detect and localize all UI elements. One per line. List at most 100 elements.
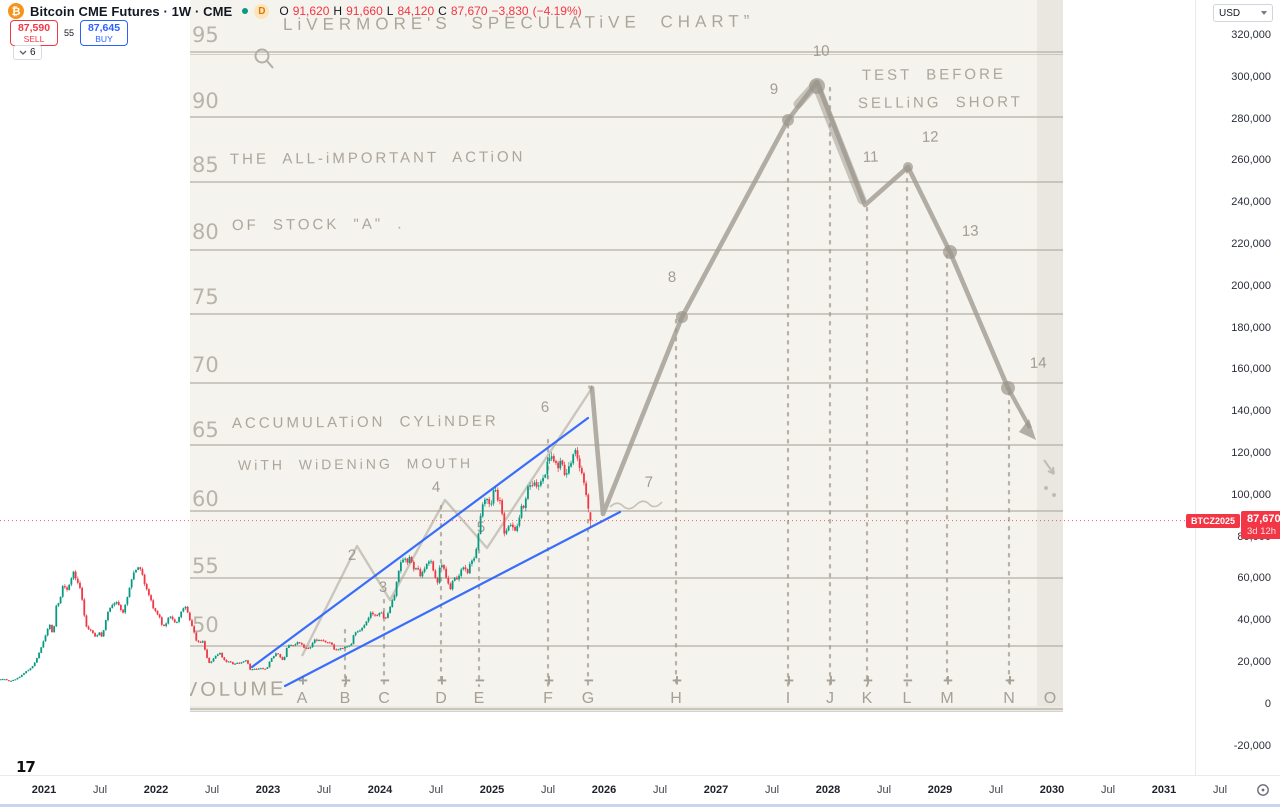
- scan-letter-sign: +: [437, 671, 447, 690]
- scan-letter-sign: −: [584, 671, 594, 690]
- time-axis-jul-label: Jul: [764, 784, 780, 796]
- scan-letter-sign: −: [380, 671, 390, 690]
- market-status-dot-icon: [242, 8, 249, 14]
- scan-annotation: VOLUME: [184, 678, 287, 701]
- scan-path-point: [809, 78, 825, 94]
- scan-point-number: 2: [348, 547, 357, 564]
- price-axis[interactable]: USD 320,000 300,000 280,000 260,000 240,000 2…: [1195, 0, 1280, 775]
- time-axis-jul-label: Jul: [540, 784, 556, 796]
- scan-point-number: 8: [668, 269, 677, 286]
- buy-button[interactable]: 87,645 BUY: [80, 20, 129, 46]
- scan-letter: L: [903, 690, 912, 707]
- scan-letter: E: [474, 690, 485, 707]
- time-axis-year-label: 2024: [367, 784, 393, 796]
- trendline[interactable]: [283, 510, 622, 688]
- price-tick-label: 220,000: [1231, 238, 1271, 250]
- collapse-toolbar-button[interactable]: 6: [13, 45, 42, 60]
- scan-letter-sign: +: [341, 671, 351, 690]
- price-tick-label: 240,000: [1231, 196, 1271, 209]
- scan-letter-sign: +: [826, 671, 836, 690]
- bitcoin-logo-icon: ₿: [8, 3, 24, 19]
- change-value: −3,830: [491, 4, 529, 18]
- scan-scale-number: 65: [192, 418, 219, 442]
- scan-point-number: 14: [1030, 354, 1047, 372]
- scan-annotation: OF STOCK "A" .: [232, 215, 405, 234]
- time-axis-year-label: 2022: [143, 784, 169, 796]
- sell-button[interactable]: 87,590 SELL: [10, 20, 58, 46]
- interval-badge[interactable]: D: [254, 3, 270, 19]
- time-axis-jul-label: Jul: [988, 784, 1004, 796]
- scan-letter-sign: +: [672, 671, 682, 690]
- scan-letter-sign: +: [544, 671, 554, 690]
- time-axis-year-label: 2025: [479, 784, 505, 796]
- symbol-title[interactable]: Bitcoin CME Futures · 1W · CME: [30, 3, 233, 19]
- chart-area[interactable]: 95 90 85 80 75 70 65 60 55 50 LiVERMORE'S SPECULAT…: [0, 0, 1195, 775]
- price-tick-label: 60,000: [1237, 572, 1271, 585]
- time-axis-jul-label: Jul: [316, 784, 332, 796]
- scan-scale-number: 60: [192, 487, 219, 511]
- scan-squiggle: [609, 500, 663, 510]
- price-tick-label: 0: [1264, 697, 1271, 710]
- tradingview-logo[interactable]: 17: [16, 758, 36, 776]
- scan-path-point: [903, 162, 913, 172]
- trendline[interactable]: [250, 416, 590, 669]
- scan-letter: N: [1003, 690, 1015, 707]
- scan-path-point: [676, 311, 688, 323]
- time-axis-year-label: 2031: [1151, 784, 1177, 796]
- candlestick-series: [0, 447, 592, 682]
- spread-value: 55: [64, 28, 75, 38]
- price-tick-label: 140,000: [1231, 405, 1271, 418]
- scan-letter: M: [940, 690, 953, 707]
- close-value: 87,670: [450, 4, 488, 18]
- scan-scale-number: 55: [192, 554, 219, 578]
- scan-point-number: 13: [962, 222, 979, 240]
- ohlc-readout: O 91,620 H 91,660 L 84,120 C 87,670 −3,830 (…: [279, 4, 581, 18]
- scan-letter-sign: +: [1005, 671, 1015, 690]
- scan-scale-number: 90: [192, 89, 219, 113]
- scan-letter-sign: +: [784, 671, 794, 690]
- scan-scale-number: 95: [192, 23, 219, 47]
- scan-point-number: 4: [432, 479, 441, 496]
- price-tick-label: 160,000: [1231, 363, 1271, 376]
- high-label: H: [333, 4, 343, 18]
- time-axis-year-label: 2029: [927, 784, 953, 796]
- scan-letter: B: [340, 690, 351, 707]
- time-axis[interactable]: 2021 2022 2023 2024 2025 2026 2027 2028 2029 2030…: [0, 775, 1280, 805]
- scan-letter: D: [435, 690, 447, 707]
- price-tick-label: -20,000: [1233, 739, 1271, 752]
- window-edge: [0, 804, 1280, 807]
- currency-selector[interactable]: USD: [1213, 4, 1273, 22]
- scan-annotation: WiTH WiDENiNG MOUTH: [238, 455, 473, 473]
- buy-label: BUY: [95, 33, 113, 44]
- scan-letter: O: [1044, 690, 1056, 707]
- contract-label: BTCZ2025: [1186, 513, 1241, 528]
- price-tick-label: 280,000: [1231, 112, 1271, 125]
- scan-letter: C: [378, 690, 390, 707]
- time-axis-jul-label: Jul: [204, 784, 220, 796]
- scan-point-number: ”: [588, 383, 594, 400]
- scan-letter: G: [582, 690, 594, 707]
- scan-point-number: 7: [645, 474, 654, 491]
- open-label: O: [279, 4, 289, 18]
- price-countdown-box: 87,670 3d 12h: [1241, 510, 1280, 539]
- price-tick-label: 180,000: [1231, 321, 1271, 334]
- change-percent: (−4.19%): [532, 4, 582, 18]
- low-value: 84,120: [397, 4, 435, 18]
- scan-annotation: THE ALL-iMPORTANT ACTiON: [230, 148, 526, 168]
- time-axis-year-label: 2030: [1039, 784, 1065, 796]
- scan-letter: K: [862, 690, 873, 707]
- timezone-clock-icon[interactable]: [1256, 783, 1270, 797]
- scan-scale-number: 80: [192, 220, 219, 244]
- scan-title: LiVERMORE'S SPECULATiVE CHART”: [283, 12, 755, 34]
- close-label: C: [438, 4, 447, 18]
- scan-point-number: 9: [770, 81, 779, 98]
- sell-label: SELL: [23, 33, 45, 44]
- scan-letter: H: [670, 690, 682, 707]
- scan-letter: J: [826, 690, 834, 707]
- scan-point-number: 12: [922, 128, 939, 146]
- current-price-tag: BTCZ2025 87,670 3d 12h: [1186, 510, 1280, 539]
- price-tick-label: 320,000: [1231, 29, 1271, 41]
- scan-path-point: [782, 114, 794, 126]
